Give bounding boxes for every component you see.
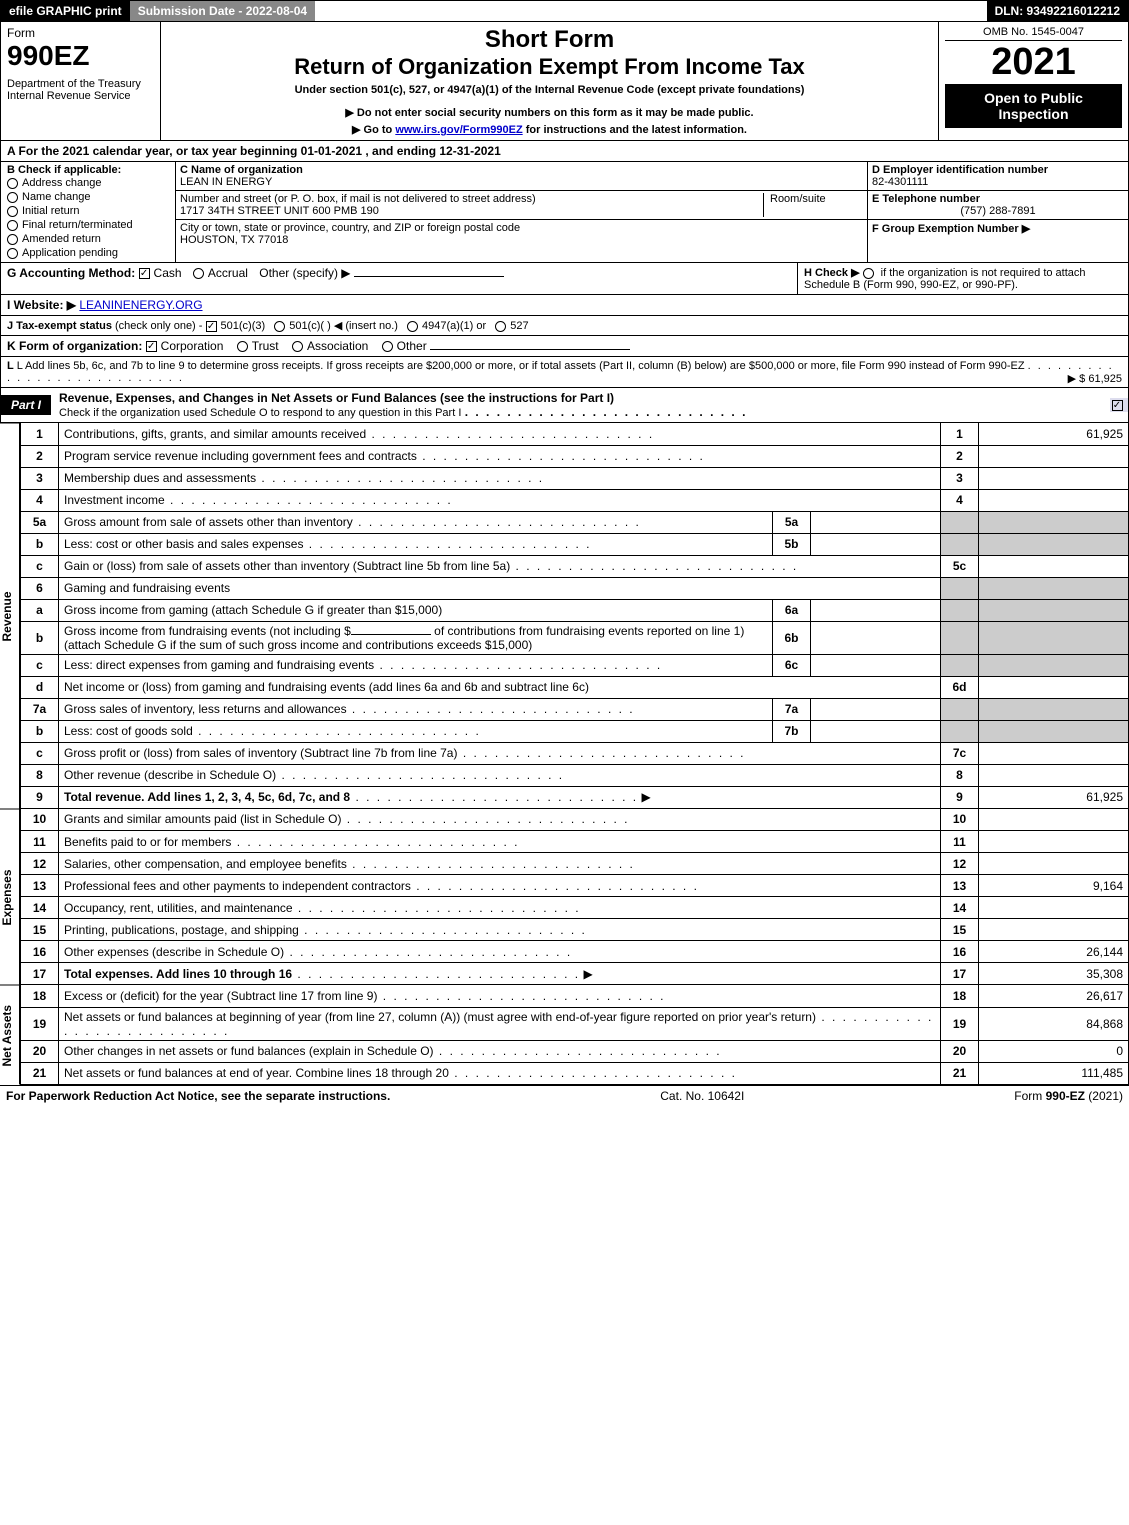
part-1-label: Part I (1, 395, 51, 415)
checkbox-527[interactable] (495, 321, 506, 332)
checkbox-trust[interactable] (237, 341, 248, 352)
return-title: Return of Organization Exempt From Incom… (167, 54, 932, 80)
section-l: L L Add lines 5b, 6c, and 7b to line 9 t… (0, 357, 1129, 388)
section-c-label: C Name of organization (180, 164, 303, 176)
telephone-value: (757) 288-7891 (872, 205, 1124, 217)
form-number: 990EZ (7, 40, 154, 72)
section-l-text: L Add lines 5b, 6c, and 7b to line 9 to … (17, 360, 1025, 372)
line-9-total-revenue: 61,925 (979, 786, 1129, 808)
open-inspection: Open to Public Inspection (945, 84, 1122, 128)
irs-link[interactable]: www.irs.gov/Form990EZ (395, 124, 522, 136)
tax-exempt-label: J Tax-exempt status (7, 320, 112, 332)
goto-text: ▶ Go to www.irs.gov/Form990EZ for instru… (167, 123, 932, 136)
no-ssn-notice: ▶ Do not enter social security numbers o… (167, 106, 932, 119)
section-g-h: G Accounting Method: Cash Accrual Other … (0, 263, 1129, 295)
expenses-side-label: Expenses (0, 809, 20, 986)
city-label: City or town, state or province, country… (180, 222, 520, 234)
section-b: B Check if applicable: Address change Na… (1, 162, 176, 262)
under-section-text: Under section 501(c), 527, or 4947(a)(1)… (167, 84, 932, 96)
telephone-label: E Telephone number (872, 193, 980, 205)
checkbox-amended-return[interactable] (7, 234, 18, 245)
checkbox-initial-return[interactable] (7, 206, 18, 217)
section-h-label: H Check ▶ (804, 267, 860, 279)
form-label: Form (7, 26, 154, 40)
dln-label: DLN: 93492216012212 (987, 1, 1128, 21)
info-grid: B Check if applicable: Address change Na… (0, 162, 1129, 263)
gross-receipts-amount: ▶ $ 61,925 (1068, 372, 1122, 385)
line-20-amount: 0 (979, 1040, 1129, 1062)
checkbox-final-return[interactable] (7, 220, 18, 231)
room-suite-label: Room/suite (770, 193, 826, 205)
checkbox-accrual[interactable] (193, 268, 204, 279)
efile-print-button[interactable]: efile GRAPHIC print (1, 1, 130, 21)
checkbox-name-change[interactable] (7, 192, 18, 203)
ein-label: D Employer identification number (872, 164, 1048, 176)
website-link[interactable]: LEANINENERGY.ORG (79, 298, 202, 312)
checkbox-application-pending[interactable] (7, 248, 18, 259)
net-assets-table: 18Excess or (deficit) for the year (Subt… (20, 985, 1129, 1085)
line-18-amount: 26,617 (979, 985, 1129, 1007)
paperwork-notice: For Paperwork Reduction Act Notice, see … (6, 1089, 390, 1103)
expenses-table: 10Grants and similar amounts paid (list … (20, 809, 1129, 986)
form-version: Form 990-EZ (2021) (1014, 1089, 1123, 1103)
omb-number: OMB No. 1545-0047 (945, 26, 1122, 41)
line-21-amount: 111,485 (979, 1062, 1129, 1084)
department-label: Department of the Treasury Internal Reve… (7, 78, 154, 102)
page-footer: For Paperwork Reduction Act Notice, see … (0, 1085, 1129, 1106)
checkbox-association[interactable] (292, 341, 303, 352)
checkbox-address-change[interactable] (7, 178, 18, 189)
checkbox-cash[interactable] (139, 268, 150, 279)
line-19-amount: 84,868 (979, 1007, 1129, 1040)
city-state-zip: HOUSTON, TX 77018 (180, 234, 288, 246)
org-name: LEAN IN ENERGY (180, 176, 272, 188)
revenue-table: 1Contributions, gifts, grants, and simil… (20, 423, 1129, 809)
line-1-amount: 61,925 (979, 423, 1129, 445)
section-a: A For the 2021 calendar year, or tax yea… (0, 141, 1129, 162)
section-k: K Form of organization: Corporation Trus… (0, 336, 1129, 357)
section-b-label: B Check if applicable: (7, 164, 169, 176)
checkbox-4947[interactable] (407, 321, 418, 332)
top-bar: efile GRAPHIC print Submission Date - 20… (0, 0, 1129, 22)
form-header: Form 990EZ Department of the Treasury In… (0, 22, 1129, 141)
section-i: I Website: ▶ LEANINENERGY.ORG (0, 295, 1129, 316)
ein-value: 82-4301111 (872, 176, 928, 188)
line-13-amount: 9,164 (979, 875, 1129, 897)
checkbox-schedule-o[interactable] (1112, 400, 1123, 411)
line-17-total-expenses: 35,308 (979, 963, 1129, 985)
accounting-method-label: G Accounting Method: (7, 266, 135, 280)
checkbox-501c3[interactable] (206, 321, 217, 332)
group-exemption-label: F Group Exemption Number ▶ (872, 223, 1030, 235)
line-16-amount: 26,144 (979, 941, 1129, 963)
address-label: Number and street (or P. O. box, if mail… (180, 193, 536, 205)
part-1-sub: Check if the organization used Schedule … (59, 407, 461, 419)
short-form-title: Short Form (167, 26, 932, 54)
catalog-number: Cat. No. 10642I (660, 1089, 744, 1103)
checkbox-other-org[interactable] (382, 341, 393, 352)
checkbox-corporation[interactable] (146, 341, 157, 352)
checkbox-schedule-b[interactable] (863, 268, 874, 279)
form-org-label: K Form of organization: (7, 339, 142, 353)
section-j: J Tax-exempt status (check only one) - 5… (0, 316, 1129, 336)
tax-year: 2021 (945, 41, 1122, 84)
website-label: I Website: ▶ (7, 298, 76, 312)
revenue-side-label: Revenue (0, 423, 20, 809)
net-assets-side-label: Net Assets (0, 985, 20, 1085)
submission-date: Submission Date - 2022-08-04 (130, 1, 315, 21)
part-1-header: Part I Revenue, Expenses, and Changes in… (0, 388, 1129, 423)
street-address: 1717 34TH STREET UNIT 600 PMB 190 (180, 205, 379, 217)
part-1-title: Revenue, Expenses, and Changes in Net As… (59, 391, 614, 405)
checkbox-501c[interactable] (274, 321, 285, 332)
